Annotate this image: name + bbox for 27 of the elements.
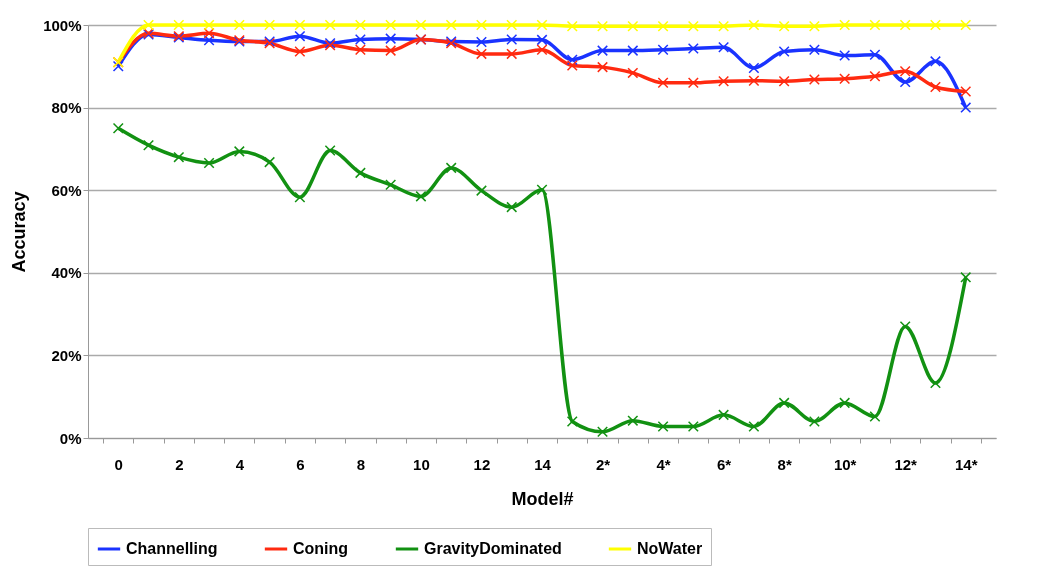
x-tick-label: 14 xyxy=(534,455,552,473)
x-tick-label: 0 xyxy=(114,455,123,473)
legend-label: NoWater xyxy=(637,540,703,557)
x-tick-label: 12 xyxy=(473,455,491,473)
legend-label: GravityDominated xyxy=(424,540,562,557)
x-tick-label: 10* xyxy=(833,455,857,473)
legend-label: Coning xyxy=(293,540,349,557)
x-tick-label: 8* xyxy=(777,455,792,473)
x-tick-label: 4 xyxy=(235,455,245,473)
x-tick-label: 14* xyxy=(954,455,978,473)
x-tick-label: 12* xyxy=(894,455,918,473)
y-tick-label: 20% xyxy=(51,346,82,364)
x-tick-label: 6 xyxy=(296,455,305,473)
x-tick-label: 4* xyxy=(656,455,671,473)
x-tick-label: 6* xyxy=(717,455,732,473)
y-axis-title: Accuracy xyxy=(9,191,30,273)
x-tick-label: 2 xyxy=(175,455,184,473)
x-tick-label: 8 xyxy=(356,455,366,473)
y-tick-label: 60% xyxy=(51,181,82,199)
y-tick-label: 0% xyxy=(59,429,82,447)
y-tick-label: 80% xyxy=(51,99,82,117)
legend-label: Channelling xyxy=(126,540,218,557)
x-axis-title: Model# xyxy=(511,488,574,509)
x-tick-label: 10 xyxy=(413,455,430,473)
x-tick-label: 2* xyxy=(595,455,611,473)
y-tick-label: 100% xyxy=(43,16,82,34)
y-tick-label: 40% xyxy=(51,264,82,282)
